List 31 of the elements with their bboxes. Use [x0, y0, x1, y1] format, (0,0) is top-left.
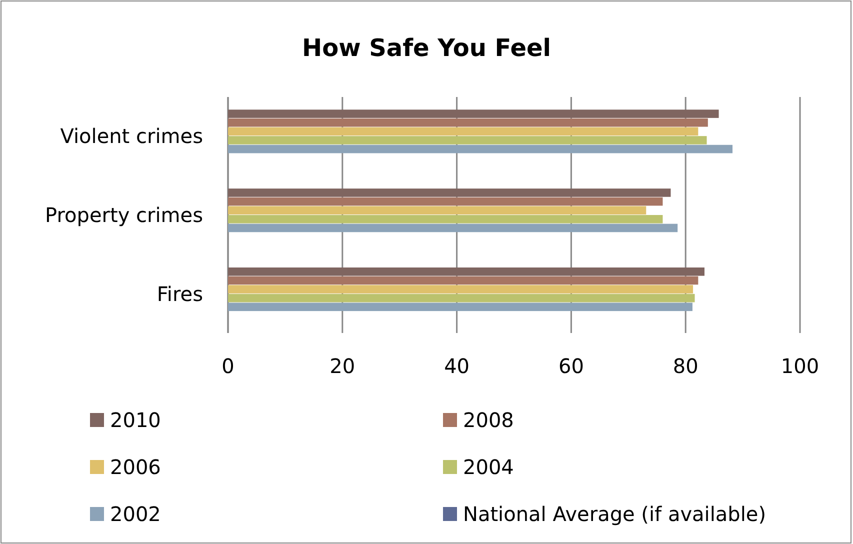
legend-label: 2010: [110, 408, 161, 432]
bar: [228, 276, 698, 285]
bar: [228, 294, 695, 302]
bar: [228, 197, 663, 206]
chart-title: How Safe You Feel: [302, 34, 551, 62]
bar: [228, 224, 678, 232]
x-tick-label: 80: [672, 354, 698, 378]
y-tick-label: Violent crimes: [60, 124, 203, 148]
bar: [228, 302, 692, 312]
x-tick-label: 100: [780, 354, 820, 378]
bar: [228, 136, 707, 144]
y-tick-label: Fires: [156, 282, 203, 306]
bar: [228, 144, 733, 154]
x-tick-label: 60: [558, 354, 584, 378]
y-tick-label: Property crimes: [45, 203, 203, 227]
bar: [228, 110, 719, 118]
bar: [228, 127, 698, 136]
legend-label: 2006: [110, 455, 161, 479]
bar: [228, 267, 704, 276]
x-tick-label: 20: [330, 354, 356, 378]
legend-label: 2008: [463, 408, 514, 432]
x-tick-label: 40: [444, 354, 470, 378]
bar: [228, 118, 708, 127]
legend-label: 2002: [110, 502, 161, 526]
legend-label: National Average (if available): [463, 502, 766, 526]
x-tick-label: 0: [222, 354, 234, 378]
bar: [228, 285, 694, 294]
bar: [228, 215, 663, 224]
legend-label: 2004: [463, 455, 514, 479]
bar: [228, 188, 671, 197]
bar: [228, 206, 646, 214]
